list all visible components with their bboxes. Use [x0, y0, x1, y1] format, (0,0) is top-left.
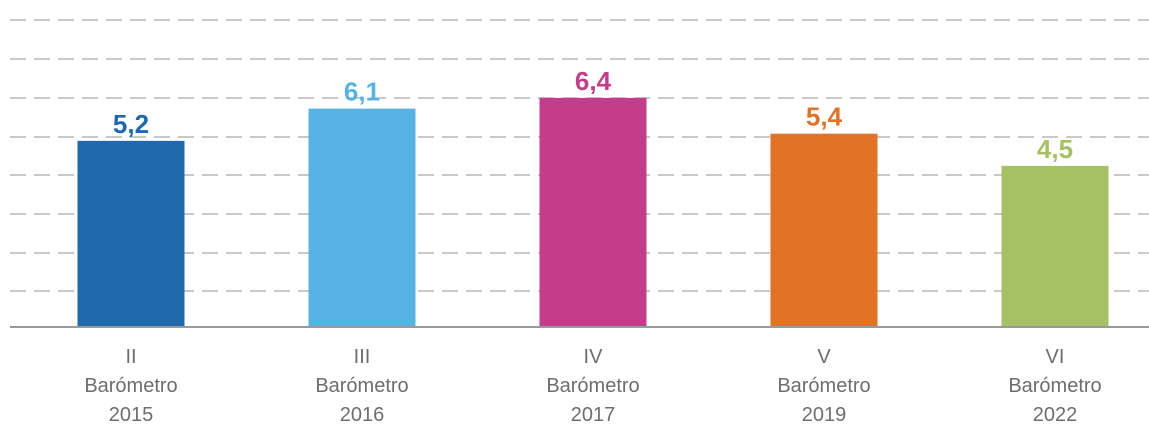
category-label: 2019 — [802, 404, 847, 426]
value-label: 6,4 — [575, 66, 612, 96]
bar — [770, 133, 878, 327]
category-label: Barómetro — [777, 375, 870, 397]
value-label: 5,4 — [806, 102, 843, 132]
category-label: V — [817, 346, 831, 368]
value-label: 6,1 — [344, 77, 380, 107]
category-label: III — [354, 346, 371, 368]
value-label: 5,2 — [113, 109, 149, 139]
category-label: Barómetro — [315, 375, 408, 397]
gridlines — [10, 19, 1149, 292]
bar — [539, 97, 647, 327]
category-label: Barómetro — [1008, 375, 1101, 397]
category-label: 2015 — [109, 404, 154, 426]
bars — [77, 97, 1109, 328]
category-label: VI — [1046, 346, 1065, 368]
bar — [1001, 165, 1109, 327]
category-label: Barómetro — [546, 375, 639, 397]
bar — [77, 140, 185, 327]
category-label: IV — [584, 346, 604, 368]
bar — [308, 108, 416, 328]
value-labels: 5,2 6,1 6,4 5,4 4,5 — [113, 66, 1073, 164]
category-label: 2022 — [1033, 404, 1078, 426]
category-label: 2016 — [340, 404, 385, 426]
category-labels: II Barómetro 2015 III Barómetro 2016 IV Barómet… — [84, 346, 1101, 426]
category-label: Barómetro — [84, 375, 177, 397]
category-label: 2017 — [571, 404, 616, 426]
category-label: II — [125, 346, 136, 368]
value-label: 4,5 — [1037, 134, 1073, 164]
